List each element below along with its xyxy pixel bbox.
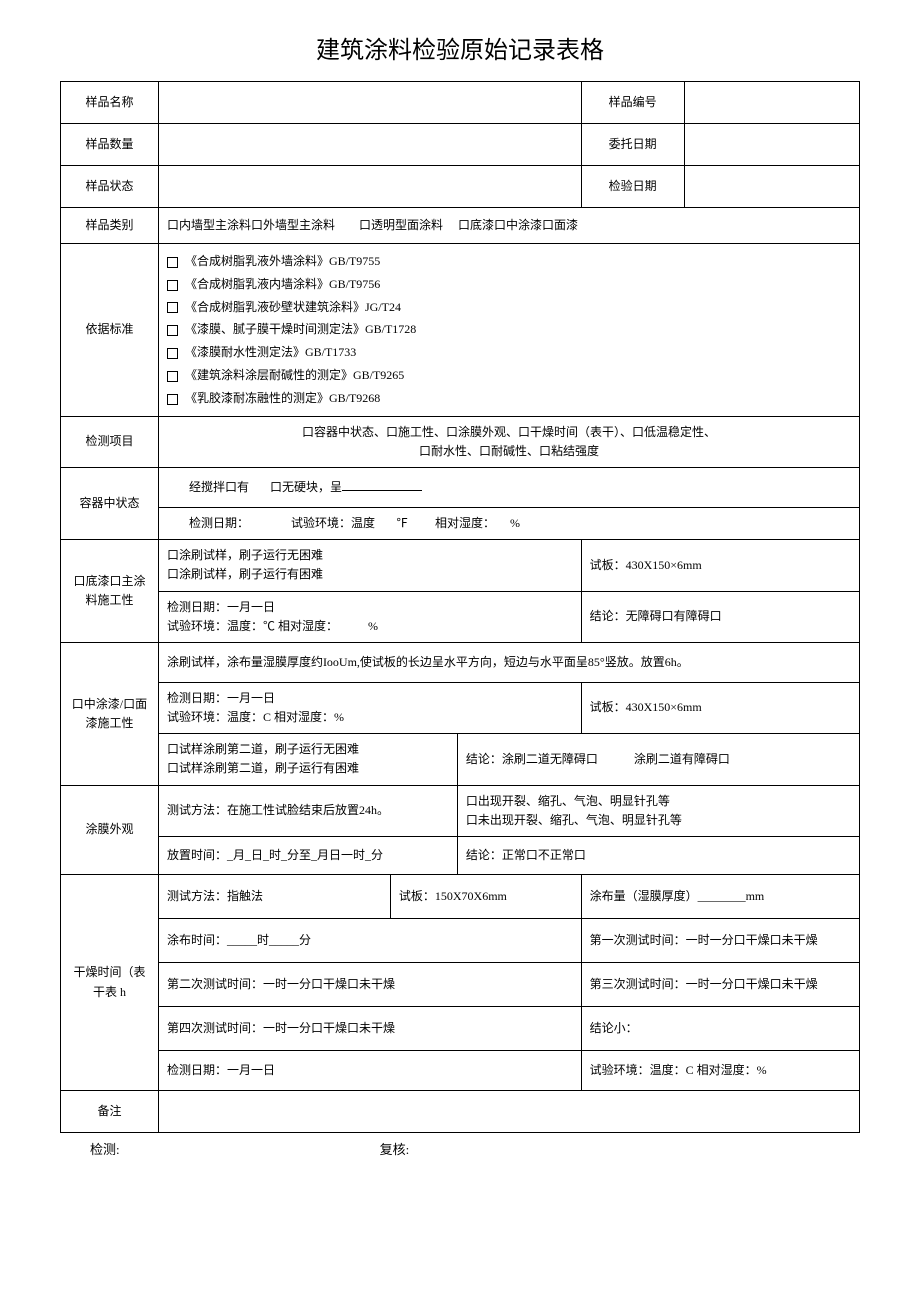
reviewer-label: 复核:: [380, 1139, 410, 1158]
container-state-line2[interactable]: 检测日期： 试验环境：温度 ℉ 相对湿度： %: [158, 507, 859, 539]
label-commission-date: 委托日期: [581, 124, 684, 166]
test-time-2[interactable]: 第二次测试时间：一时一分口干燥口未干燥: [158, 963, 581, 1007]
std-5: 《建筑涂料涂层耐碱性的测定》GB/T9265: [185, 368, 404, 382]
inspector-label: 检测:: [90, 1139, 120, 1158]
label-sample-type: 样品类别: [61, 208, 159, 244]
defects-absent: 口未出现开裂、缩孔、气泡、明显针孔等: [466, 811, 851, 830]
test-time-1[interactable]: 第一次测试时间：一时一分口干燥口未干燥: [581, 919, 859, 963]
test-items: 口容器中状态、口施工性、口涂膜外观、口干燥时间（表干）、口低温稳定性、 口耐水性…: [158, 416, 859, 467]
label-dry-time: 干燥时间（表干表 h: [61, 875, 159, 1091]
label-test-items: 检测项目: [61, 416, 159, 467]
val-sample-state[interactable]: [158, 166, 581, 208]
humidity-label: 相对湿度：: [435, 516, 495, 530]
checkbox-icon[interactable]: [167, 302, 178, 313]
env-temp-label: 试验环境：温度: [291, 516, 375, 530]
standards-list: 《合成树脂乳液外墙涂料》GB/T9755 《合成树脂乳液内墙涂料》GB/T975…: [158, 244, 859, 417]
opt-transparent: 口透明型面涂料: [359, 218, 443, 232]
test-date-label: 检测日期：: [189, 516, 249, 530]
label-midtop-workability: 口中涂漆/口面漆施工性: [61, 642, 159, 785]
val-commission-date[interactable]: [684, 124, 859, 166]
film-defects[interactable]: 口出现开裂、缩孔、气泡、明显针孔等 口未出现开裂、缩孔、气泡、明显针孔等: [457, 785, 859, 836]
opt-primer-mid-top: 口底漆口中涂漆口面漆: [458, 218, 578, 232]
label-primer-workability: 口底漆口主涂料施工性: [61, 540, 159, 643]
std-1: 《合成树脂乳液内墙涂料》GB/T9756: [185, 277, 380, 291]
defects-present: 口出现开裂、缩孔、气泡、明显针孔等: [466, 792, 851, 811]
primer-test-date: 检测日期：一月一日: [167, 598, 573, 617]
primer-env-pct: %: [368, 619, 378, 633]
label-sample-no: 样品编号: [581, 82, 684, 124]
container-state-line1[interactable]: 经搅拌口有 口无硬块，呈: [158, 467, 859, 507]
no-lumps: 口无硬块，呈: [270, 480, 342, 494]
test-panel-1: 试板：430X150×6mm: [581, 540, 859, 591]
page-title: 建筑涂料检验原始记录表格: [60, 30, 860, 65]
brush-difficulty[interactable]: 口涂刷试样，刷子运行无困难 口涂刷试样，刷子运行有困难: [158, 540, 581, 591]
temp-unit: ℉: [396, 516, 408, 530]
opt-interior-exterior: 口内墙型主涂料口外墙型主涂料: [167, 218, 335, 232]
film-method: 测试方法：在施工性试脸结束后放置24h。: [158, 785, 457, 836]
brush-hard: 口涂刷试样，刷子运行有困难: [167, 565, 573, 584]
humidity-unit: %: [510, 516, 520, 530]
val-sample-type[interactable]: 口内墙型主涂料口外墙型主涂料 口透明型面涂料 口底漆口中涂漆口面漆: [158, 208, 859, 244]
primer-env: 试验环境：温度：℃ 相对湿度：: [167, 619, 338, 633]
checkbox-icon[interactable]: [167, 348, 178, 359]
std-3: 《漆膜、腻子膜干燥时间测定法》GB/T1728: [185, 322, 416, 336]
label-sample-state: 样品状态: [61, 166, 159, 208]
second-coat-conclusion: 结论：涂刷二道无障碍口 涂刷二道有障碍口: [457, 734, 859, 785]
blank-field[interactable]: [342, 479, 422, 491]
val-sample-no[interactable]: [684, 82, 859, 124]
test-time-4[interactable]: 第四次测试时间：一时一分口干燥口未干燥: [158, 1007, 581, 1051]
coating-time[interactable]: 涂布时间：_____时_____分: [158, 919, 581, 963]
val-sample-name[interactable]: [158, 82, 581, 124]
label-inspect-date: 检验日期: [581, 166, 684, 208]
dry-test-date[interactable]: 检测日期：一月一日: [158, 1051, 581, 1091]
std-6: 《乳胶漆耐冻融性的测定》GB/T9268: [185, 391, 380, 405]
second-hard: 口试样涂刷第二道，刷子运行有困难: [167, 759, 449, 778]
checkbox-icon[interactable]: [167, 280, 178, 291]
checkbox-icon[interactable]: [167, 257, 178, 268]
second-easy: 口试样涂刷第二道，刷子运行无困难: [167, 740, 449, 759]
label-sample-qty: 样品数量: [61, 124, 159, 166]
primer-conclusion: 结论：无障碍口有障碍口: [581, 591, 859, 642]
test-panel-2: 试板：430X150×6mm: [581, 682, 859, 733]
checkbox-icon[interactable]: [167, 325, 178, 336]
std-0: 《合成树脂乳液外墙涂料》GB/T9755: [185, 254, 380, 268]
midtop-date: 检测日期：一月一日: [167, 689, 573, 708]
label-standards: 依据标准: [61, 244, 159, 417]
checkbox-icon[interactable]: [167, 371, 178, 382]
checkbox-icon[interactable]: [167, 394, 178, 405]
second-coat-difficulty[interactable]: 口试样涂刷第二道，刷子运行无困难 口试样涂刷第二道，刷子运行有困难: [158, 734, 457, 785]
dry-coating-amount[interactable]: 涂布量（湿膜厚度）________mm: [581, 875, 859, 919]
film-placement-time[interactable]: 放置时间：_月_日_时_分至_月日一时_分: [158, 837, 457, 875]
val-inspect-date[interactable]: [684, 166, 859, 208]
std-4: 《漆膜耐水性测定法》GB/T1733: [185, 345, 356, 359]
label-film-appearance: 涂膜外观: [61, 785, 159, 874]
dry-env[interactable]: 试验环境：温度：C 相对湿度：%: [581, 1051, 859, 1091]
midtop-date-env[interactable]: 检测日期：一月一日 试验环境：温度：C 相对湿度：%: [158, 682, 581, 733]
film-conclusion: 结论：正常口不正常口: [457, 837, 859, 875]
dry-conclusion[interactable]: 结论小：: [581, 1007, 859, 1051]
label-container-state: 容器中状态: [61, 467, 159, 539]
brush-easy: 口涂刷试样，刷子运行无困难: [167, 546, 573, 565]
dry-method: 测试方法：指触法: [158, 875, 390, 919]
val-sample-qty[interactable]: [158, 124, 581, 166]
label-sample-name: 样品名称: [61, 82, 159, 124]
test-time-3[interactable]: 第三次测试时间：一时一分口干燥口未干燥: [581, 963, 859, 1007]
midtop-method: 涂刷试样，涂布量湿膜厚度约IooUm,使试板的长边呈水平方向，短边与水平面呈85…: [158, 642, 859, 682]
stir-has: 经搅拌口有: [189, 480, 249, 494]
dry-panel: 试板：150X70X6mm: [390, 875, 581, 919]
footer: 检测: 复核:: [60, 1139, 860, 1158]
std-2: 《合成树脂乳液砂壁状建筑涂料》JG/T24: [185, 300, 401, 314]
midtop-env: 试验环境：温度：C 相对湿度：%: [167, 708, 573, 727]
primer-test-date-env[interactable]: 检测日期：一月一日 试验环境：温度：℃ 相对湿度： %: [158, 591, 581, 642]
val-remarks[interactable]: [158, 1091, 859, 1133]
inspection-table: 样品名称 样品编号 样品数量 委托日期 样品状态 检验日期 样品类别 口内墙型主…: [60, 81, 860, 1133]
label-remarks: 备注: [61, 1091, 159, 1133]
